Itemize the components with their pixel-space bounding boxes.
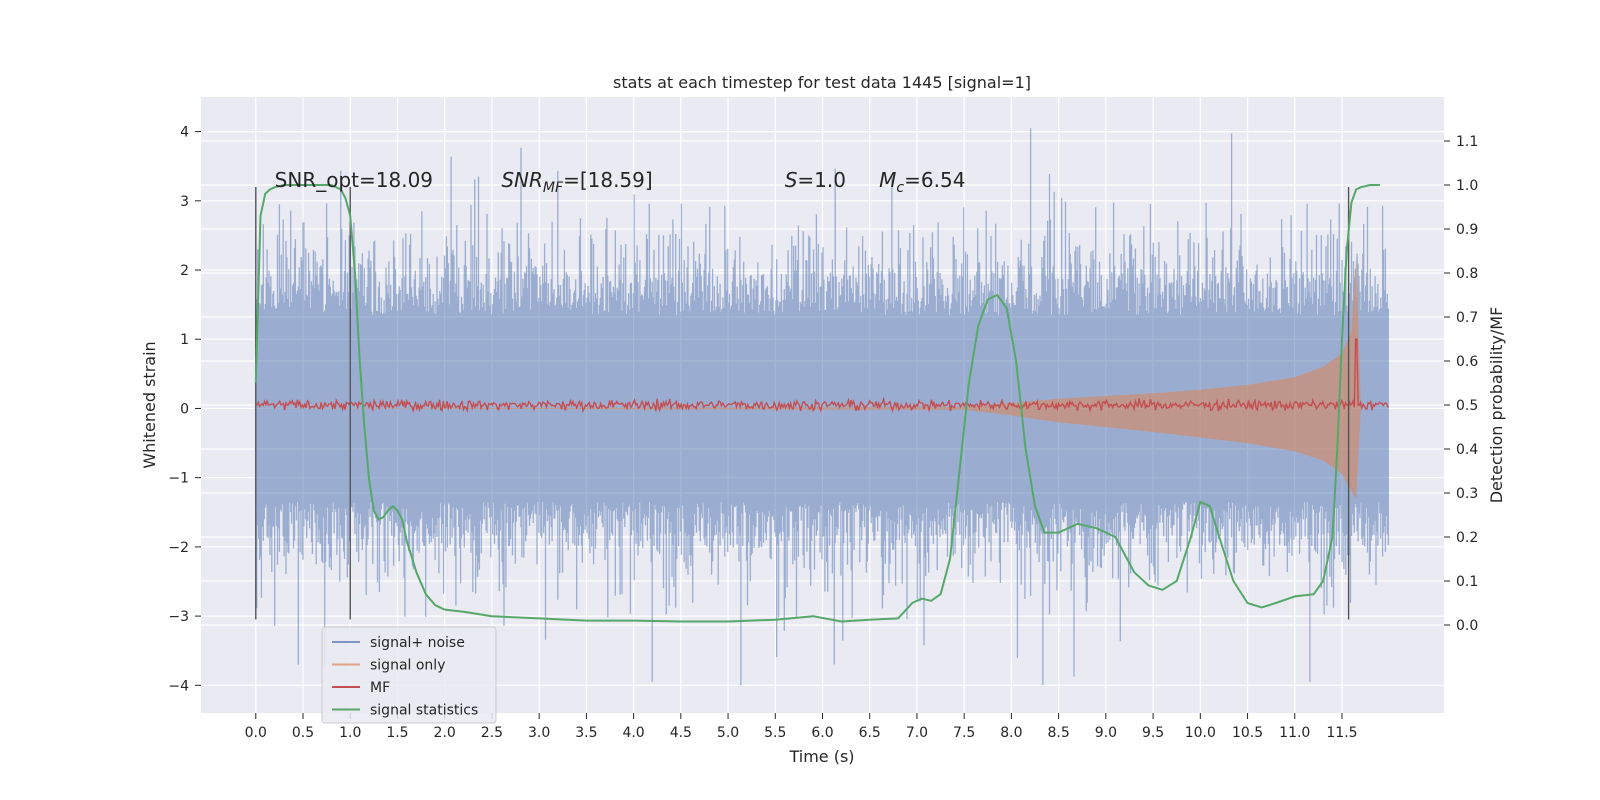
x-tick-label: 6.5 — [859, 725, 881, 741]
legend-label: signal only — [370, 658, 445, 674]
x-tick-label: 4.0 — [622, 725, 644, 741]
x-tick-label: 11.5 — [1326, 725, 1357, 741]
x-tick-label: 7.5 — [953, 725, 975, 741]
y-tick-label: −2 — [168, 540, 189, 556]
x-tick-label: 1.5 — [386, 725, 408, 741]
x-tick-label: 1.0 — [339, 725, 361, 741]
x-tick-label: 3.0 — [528, 725, 550, 741]
x-tick-label: 4.5 — [670, 725, 692, 741]
legend-label: signal statistics — [370, 703, 478, 719]
x-axis-label: Time (s) — [788, 747, 854, 766]
series-layer — [254, 128, 1389, 686]
y-right-tick-label: 0.3 — [1456, 486, 1478, 502]
y-right-tick-label: 1.0 — [1456, 178, 1478, 194]
y-right-tick-label: 0.0 — [1456, 618, 1478, 634]
legend: signal+ noise signal only MF signal statist… — [321, 626, 497, 724]
y-tick-label: 1 — [180, 332, 189, 348]
y-right-tick-label: 1.1 — [1456, 134, 1478, 150]
annotation-1: SNR_opt=18.09 — [275, 168, 433, 192]
x-tick-label: 0.0 — [245, 725, 267, 741]
y-tick-label: 4 — [180, 125, 189, 141]
x-tick-label: 8.5 — [1047, 725, 1069, 741]
x-tick-label: 9.0 — [1095, 725, 1117, 741]
x-tick-label: 6.0 — [811, 725, 833, 741]
y-axis-label: Whitened strain — [140, 341, 159, 468]
text-layer: stats at each timestep for test data 144… — [140, 73, 1506, 766]
x-tick-label: 5.0 — [717, 725, 739, 741]
legend-label: signal+ noise — [370, 635, 465, 651]
annotation-4: Mc=6.54 — [879, 168, 965, 196]
legend-box — [321, 626, 497, 724]
x-tick-label: 10.5 — [1232, 725, 1263, 741]
x-tick-label: 8.0 — [1000, 725, 1022, 741]
annotation-3: S=1.0 — [785, 168, 846, 192]
x-tick-label: 9.5 — [1142, 725, 1164, 741]
series-signal-statistics — [254, 184, 1380, 623]
y-right-tick-label: 0.8 — [1456, 266, 1478, 282]
legend-label: MF — [370, 680, 390, 696]
x-tick-label: 2.0 — [434, 725, 456, 741]
x-tick-label: 5.5 — [764, 725, 786, 741]
axes-layer: 0.0 0.5 1.0 1.5 2.0 2.5 3.0 3.5 4.0 4.5 5.0 5.5 6.0 6… — [168, 125, 1478, 741]
y-tick-label: 3 — [180, 194, 189, 210]
x-tick-label: 7.0 — [906, 725, 928, 741]
y-tick-label: 2 — [180, 263, 189, 279]
x-tick-label: 0.5 — [292, 725, 314, 741]
x-tick-label: 10.0 — [1185, 725, 1216, 741]
chart-title: stats at each timestep for test data 144… — [613, 73, 1031, 92]
x-tick-label: 2.5 — [481, 725, 503, 741]
x-tick-label: 11.0 — [1279, 725, 1310, 741]
series-mf — [255, 338, 1389, 414]
y-right-tick-label: 0.1 — [1456, 574, 1478, 590]
y-right-tick-label: 0.6 — [1456, 354, 1478, 370]
y-tick-label: −3 — [168, 609, 189, 625]
y-tick-label: 0 — [180, 401, 189, 417]
y-right-tick-label: 0.5 — [1456, 398, 1478, 414]
x-tick-label: 3.5 — [575, 725, 597, 741]
y-axis-right-label: Detection probability/MF — [1487, 307, 1506, 504]
y-right-tick-label: 0.2 — [1456, 530, 1478, 546]
y-right-tick-label: 0.4 — [1456, 442, 1478, 458]
y-tick-label: −1 — [168, 471, 189, 487]
annotation-2: SNRMF=[18.59] — [501, 168, 652, 196]
y-right-tick-label: 0.7 — [1456, 310, 1478, 326]
y-tick-label: −4 — [168, 678, 189, 694]
y-right-tick-label: 0.9 — [1456, 222, 1478, 238]
